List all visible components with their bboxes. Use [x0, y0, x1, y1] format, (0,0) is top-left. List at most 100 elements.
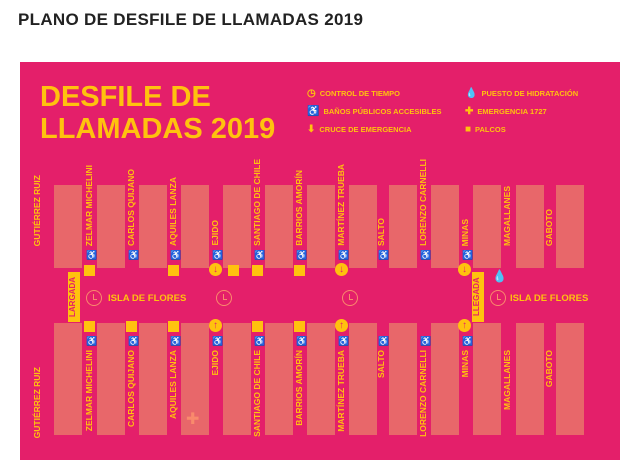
city-block-south: [265, 323, 293, 435]
emergency-crossing-icon: ↓: [209, 263, 222, 276]
city-block-south: [307, 323, 335, 435]
toilet-icon: ♿: [462, 250, 474, 260]
street-label-south: EJIDO: [210, 350, 220, 376]
street-label-north: MARTÍNEZ TRUEBA: [336, 164, 346, 246]
start-gate: LARGADA: [68, 272, 80, 322]
legend-item: ⬇ CRUCE DE EMERGENCIA: [307, 124, 411, 136]
toilet-icon: ♿: [254, 250, 266, 260]
drop-icon: 💧: [492, 269, 507, 283]
toilet-icon: ♿: [338, 336, 350, 346]
toilet-icon: ♿: [307, 106, 320, 117]
city-block-south: [97, 323, 125, 435]
emergency-crossing-icon: ↑: [335, 319, 348, 332]
cross-icon: ✚: [465, 106, 474, 117]
legend-item: ♿ BAÑOS PÚBLICOS ACCESIBLES: [307, 106, 442, 118]
street-label-north: LORENZO CARNELLI: [418, 159, 428, 246]
city-block-north: [516, 185, 544, 268]
legend-item: ✚ EMERGENCIA 1727: [465, 106, 547, 118]
page-title: PLANO DE DESFILE DE LLAMADAS 2019: [18, 10, 364, 29]
city-block-north: [473, 185, 501, 268]
toilet-icon: ♿: [170, 250, 182, 260]
city-block-south: [223, 323, 251, 435]
city-block-south: [516, 323, 544, 435]
parade-map: DESFILE DE LLAMADAS 2019 ◷ CONTROL DE TIE…: [20, 62, 620, 460]
legend-item: 💧 PUESTO DE HIDRATACIÓN: [465, 88, 578, 100]
clock-icon: [342, 290, 358, 306]
legend-label: CONTROL DE TIEMPO: [319, 89, 401, 98]
city-block-south: [389, 323, 417, 435]
legend-label: BAÑOS PÚBLICOS ACCESIBLES: [323, 107, 442, 116]
city-block-south: [349, 323, 377, 435]
legend-item: ◷ CONTROL DE TIEMPO: [307, 88, 400, 100]
street-label-south: LORENZO CARNELLI: [418, 350, 428, 437]
city-block-north: [556, 185, 584, 268]
palco-marker: [294, 321, 305, 332]
palco-marker: [252, 321, 263, 332]
city-block-north: [307, 185, 335, 268]
street-label-south: GUTIÉRREZ RUIZ: [32, 367, 42, 439]
toilet-icon: ♿: [338, 250, 350, 260]
toilet-icon: ♿: [86, 250, 98, 260]
toilet-icon: ♿: [420, 250, 432, 260]
clock-icon: [216, 290, 232, 306]
finish-gate: LLEGADA: [472, 272, 484, 322]
street-label-north: MAGALLANES: [502, 186, 512, 246]
city-block-north: [431, 185, 459, 268]
street-label-south: SANTIAGO DE CHILE: [252, 350, 262, 437]
toilet-icon: ♿: [212, 336, 224, 346]
toilet-icon: ♿: [128, 250, 140, 260]
legend-label: EMERGENCIA 1727: [477, 107, 547, 116]
legend-item: ■ PALCOS: [465, 124, 506, 136]
city-block-north: [97, 185, 125, 268]
street-label-north: AQUILES LANZA: [168, 177, 178, 246]
emergency-crossing-icon: ↓: [458, 263, 471, 276]
city-block-north: [223, 185, 251, 268]
street-label-north: ZELMAR MICHELINI: [84, 164, 94, 246]
map-heading-line1: DESFILE DE: [40, 81, 211, 113]
city-block-south: [54, 323, 82, 435]
avenue-label: ISLA DE FLORES: [108, 293, 187, 304]
street-label-south: AQUILES LANZA: [168, 350, 178, 419]
legend-label: PUESTO DE HIDRATACIÓN: [481, 89, 579, 98]
emergency-crossing-icon: ↑: [458, 319, 471, 332]
city-block-south: [473, 323, 501, 435]
toilet-icon: ♿: [378, 336, 390, 346]
clock-icon: [490, 290, 506, 306]
palco-marker: [228, 265, 239, 276]
palco-marker: [168, 321, 179, 332]
city-block-north: [349, 185, 377, 268]
street-label-north: CARLOS QUIJANO: [126, 169, 136, 246]
street-label-south: MINAS: [460, 350, 470, 378]
toilet-icon: ♿: [420, 336, 432, 346]
street-label-north: BARRIOS AMORÍN: [294, 170, 304, 246]
street-label-north: GABOTO: [544, 208, 554, 246]
emergency-cross-icon: ✚: [186, 411, 200, 428]
clock-icon: [86, 290, 102, 306]
street-label-north: EJIDO: [210, 220, 220, 246]
street-label-south: BARRIOS AMORÍN: [294, 350, 304, 426]
city-block-south: [431, 323, 459, 435]
toilet-icon: ♿: [128, 336, 140, 346]
street-label-south: GABOTO: [544, 350, 554, 388]
palco-marker: [126, 321, 137, 332]
palco-marker: [84, 265, 95, 276]
street-label-south: MAGALLANES: [502, 350, 512, 410]
street-label-north: MINAS: [460, 218, 470, 246]
street-label-south: SALTO: [376, 350, 386, 379]
street-label-south: ZELMAR MICHELINI: [84, 350, 94, 432]
square-icon: ■: [465, 124, 472, 135]
city-block-north: [265, 185, 293, 268]
toilet-icon: ♿: [378, 250, 390, 260]
city-block-south: [181, 323, 209, 435]
street-label-south: CARLOS QUIJANO: [126, 350, 136, 427]
legend-label: PALCOS: [475, 125, 506, 134]
palco-marker: [168, 265, 179, 276]
palco-marker: [294, 265, 305, 276]
toilet-icon: ♿: [212, 250, 224, 260]
emergency-crossing-icon: ↓: [335, 263, 348, 276]
toilet-icon: ♿: [296, 336, 308, 346]
street-label-north: SALTO: [376, 217, 386, 246]
city-block-north: [54, 185, 82, 268]
emergency-crossing-icon: ↑: [209, 319, 222, 332]
toilet-icon: ♿: [86, 336, 98, 346]
